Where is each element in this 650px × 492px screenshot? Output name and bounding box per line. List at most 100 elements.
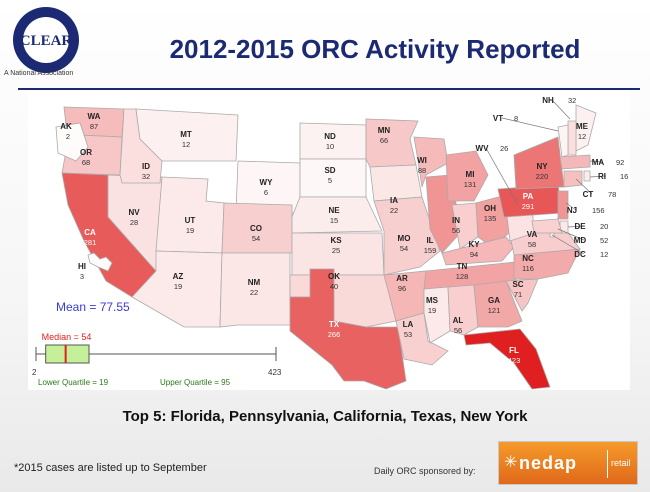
upper-quartile-label: Upper Quartile = 95	[160, 378, 231, 387]
state-label-az: AZ	[173, 272, 184, 281]
sponsor-label: Daily ORC sponsored by:	[374, 466, 476, 476]
state-value-de: 20	[600, 222, 608, 231]
state-value-il: 159	[424, 246, 437, 255]
state-sc	[505, 278, 539, 312]
title-divider	[18, 88, 640, 90]
state-value-ny: 220	[536, 172, 549, 181]
leader-line-ct	[575, 178, 593, 195]
state-ak	[55, 122, 89, 162]
state-label-mn: MN	[378, 126, 391, 135]
state-value-mi: 131	[464, 180, 477, 189]
state-label-ut: UT	[185, 216, 196, 225]
state-value-nc: 116	[522, 264, 534, 273]
state-sd	[299, 158, 367, 198]
state-value-sd: 5	[328, 176, 332, 185]
state-nm	[219, 252, 291, 328]
leader-line-wv	[485, 147, 519, 206]
state-label-oh: OH	[484, 204, 496, 213]
state-value-wa: 87	[90, 122, 98, 131]
state-label-ia: IA	[390, 196, 398, 205]
state-label-id: ID	[142, 162, 150, 171]
state-value-wv: 26	[500, 144, 508, 153]
state-label-wa: WA	[88, 112, 101, 121]
state-label-wi: WI	[417, 156, 427, 165]
state-md	[531, 218, 563, 234]
state-label-al: AL	[453, 316, 464, 325]
state-label-ok: OK	[328, 272, 340, 281]
state-value-ky: 94	[470, 250, 478, 259]
state-pa	[497, 184, 563, 218]
state-value-al: 56	[454, 326, 462, 335]
state-label-me: ME	[576, 122, 589, 131]
state-mi	[445, 150, 489, 202]
state-label-ga: GA	[488, 296, 500, 305]
state-label-ky: KY	[468, 240, 480, 249]
state-value-oh: 135	[484, 214, 497, 223]
state-value-id: 32	[142, 172, 150, 181]
state-value-nj: 156	[592, 206, 605, 215]
state-ma	[559, 154, 591, 170]
state-value-ga: 121	[488, 306, 501, 315]
state-label-fl: FL	[509, 346, 519, 355]
state-label-mi: MI	[466, 170, 475, 179]
state-label-ms: MS	[426, 296, 439, 305]
star-icon: ✳	[504, 454, 518, 471]
state-al	[447, 284, 479, 336]
state-ne	[291, 196, 383, 234]
state-value-dc: 12	[600, 250, 608, 259]
state-value-ks: 25	[332, 246, 340, 255]
state-value-md: 52	[600, 236, 608, 245]
state-label-or: OR	[80, 148, 92, 157]
state-ct	[563, 170, 583, 188]
state-value-tn: 128	[456, 272, 469, 281]
state-value-hi: 3	[80, 272, 84, 281]
state-label-nd: ND	[324, 132, 336, 141]
state-ut	[155, 176, 225, 254]
nedap-logo: ✳ nedap retail	[498, 441, 638, 485]
leader-line-nh	[551, 99, 571, 120]
max-label: 423	[268, 368, 282, 377]
state-mo	[373, 196, 441, 276]
state-ky	[441, 236, 515, 266]
logo-separator	[607, 450, 608, 478]
lower-quartile-label: Lower Quartile = 19	[38, 378, 109, 387]
state-value-co: 54	[252, 234, 260, 243]
state-label-ar: AR	[396, 274, 408, 283]
nedap-division: retail	[611, 458, 631, 468]
state-label-wy: WY	[260, 178, 274, 187]
state-label-ca: CA	[84, 228, 96, 237]
nedap-brand: nedap	[519, 453, 578, 473]
state-fl	[463, 328, 551, 390]
state-value-ak: 2	[66, 132, 70, 141]
state-value-in: 56	[452, 226, 460, 235]
state-value-ne: 15	[330, 216, 338, 225]
state-label-nj: NJ	[567, 206, 577, 215]
state-tx	[289, 268, 407, 390]
state-label-co: CO	[250, 224, 262, 233]
clear-logo: CLEAR	[6, 4, 90, 82]
state-hi	[87, 252, 113, 272]
state-value-va: 58	[528, 240, 536, 249]
state-value-mo: 54	[400, 244, 408, 253]
mean-label: Mean = 77.55	[56, 300, 130, 314]
state-label-ne: NE	[328, 206, 340, 215]
state-label-ks: KS	[330, 236, 342, 245]
state-value-az: 19	[174, 282, 182, 291]
state-value-ma: 92	[616, 158, 624, 167]
state-label-vt: VT	[493, 114, 503, 123]
leader-line-de	[567, 225, 585, 228]
page-title: 2012-2015 ORC Activity Reported	[169, 34, 581, 64]
state-value-ia: 22	[390, 206, 398, 215]
leader-line-dc	[551, 234, 585, 255]
state-value-wy: 6	[264, 188, 268, 197]
state-value-ok: 40	[330, 282, 338, 291]
state-value-nv: 28	[130, 218, 138, 227]
state-wi	[413, 136, 449, 188]
state-label-nv: NV	[128, 208, 140, 217]
state-value-la: 53	[404, 330, 412, 339]
state-value-sc: 71	[514, 290, 522, 299]
state-value-ar: 96	[398, 284, 406, 293]
state-vt	[557, 124, 569, 158]
state-nd	[299, 122, 367, 160]
leader-line-nj	[565, 202, 577, 211]
